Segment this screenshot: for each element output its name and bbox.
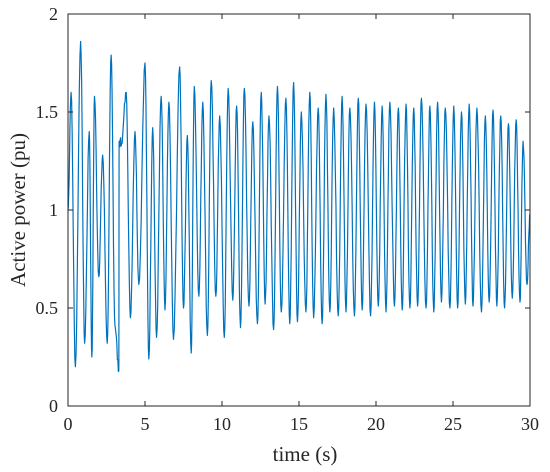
y-axis-title: Active power (pu) xyxy=(6,133,30,287)
x-tick-label: 30 xyxy=(521,414,539,434)
y-tick-label: 1 xyxy=(49,200,58,220)
plot-area xyxy=(68,40,530,373)
y-tick-label: 1.5 xyxy=(36,102,59,122)
x-tick-label: 15 xyxy=(290,414,308,434)
x-tick-label: 25 xyxy=(444,414,462,434)
series-line-1 xyxy=(68,40,530,373)
y-tick-label: 0.5 xyxy=(36,298,59,318)
axes: 0 5 10 15 20 25 30 0 0.5 1 1.5 2 xyxy=(36,4,540,434)
x-tick-label: 10 xyxy=(213,414,231,434)
x-tick-label: 20 xyxy=(367,414,385,434)
y-tick-label: 0 xyxy=(49,396,58,416)
y-tick-label: 2 xyxy=(49,4,58,24)
x-tick-label: 0 xyxy=(64,414,73,434)
x-axis-title: time (s) xyxy=(273,442,338,466)
x-tick-label: 5 xyxy=(141,414,150,434)
